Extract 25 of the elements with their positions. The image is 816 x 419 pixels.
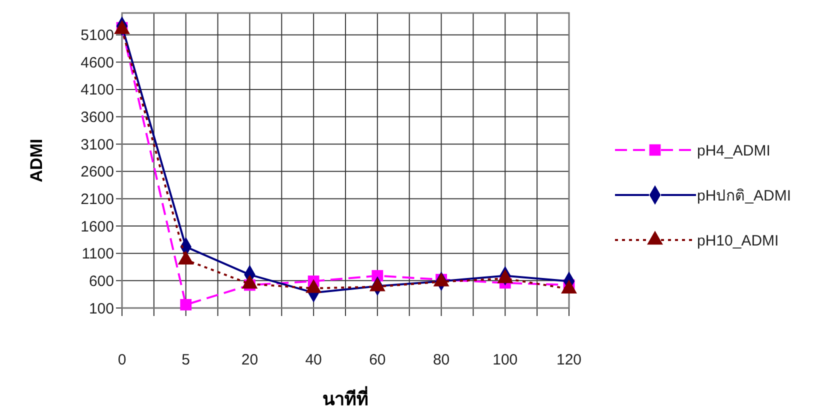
y-tick-label: 600: [88, 272, 114, 290]
x-tick-label: 0: [118, 351, 126, 368]
x-tick-label: 100: [492, 351, 518, 368]
y-tick-label: 2600: [80, 164, 114, 181]
y-tick-label: 2100: [80, 190, 114, 208]
point: [180, 299, 192, 310]
x-tick-label: 20: [241, 351, 258, 368]
y-tick-label: 3600: [80, 109, 114, 126]
x-tick-label: 5: [182, 351, 190, 368]
x-tick-label: 40: [305, 351, 322, 368]
y-tick-label: 5100: [80, 27, 114, 44]
x-axis-title: นาทีที่: [322, 386, 368, 409]
x-tick-label: 120: [556, 351, 582, 368]
y-tick-label: 4100: [80, 82, 114, 99]
y-tick-label: 1100: [82, 246, 114, 263]
x-tick-label: 80: [432, 351, 450, 368]
y-axis-title: ADMI: [27, 138, 46, 182]
legend-label: pHปกติ_ADMI: [697, 187, 792, 204]
y-tick-label: 100: [88, 300, 114, 318]
legend-label: pH10_ADMI: [697, 232, 779, 250]
y-tick-label: 4600: [80, 54, 114, 72]
y-tick-label: 3100: [80, 136, 114, 154]
x-tick-label: 60: [369, 351, 386, 368]
y-tick-label: 1600: [80, 218, 114, 236]
legend-label: pH4_ADMI: [697, 142, 770, 160]
